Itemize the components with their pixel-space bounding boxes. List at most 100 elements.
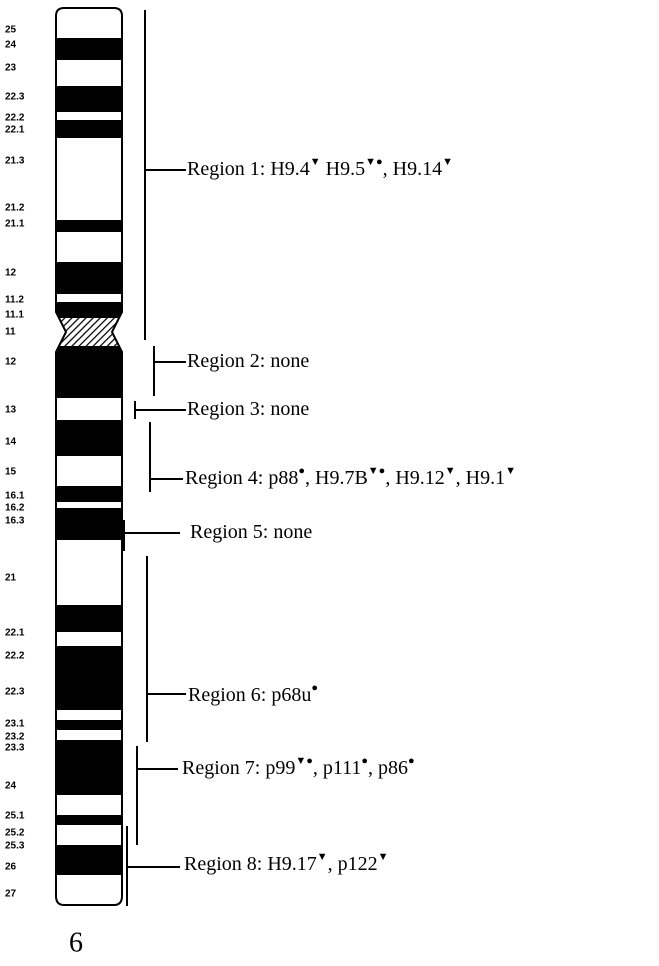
band — [56, 646, 122, 710]
region-text: , p111 — [313, 757, 362, 779]
band-label: 22.3 — [5, 687, 25, 698]
marker-symbol: ▼● — [295, 755, 313, 767]
marker-symbol: ▼ — [445, 465, 456, 477]
band — [56, 740, 122, 795]
marker-symbol: ▼ — [505, 465, 516, 477]
band-label: 25.3 — [5, 841, 25, 852]
band — [56, 845, 122, 875]
chromosome-bands — [56, 8, 122, 905]
marker-symbol: ● — [298, 465, 305, 477]
marker-symbol: ● — [361, 755, 368, 767]
band — [56, 262, 122, 294]
region-text: , p86 — [368, 757, 408, 779]
marker-symbol: ● — [311, 682, 318, 694]
band-label: 21.2 — [5, 203, 25, 214]
band-label: 11 — [5, 327, 16, 338]
region-text: Region 7: p99 — [182, 757, 295, 779]
marker-symbol: ▼● — [365, 156, 383, 168]
region-label: Region 5: none — [190, 521, 312, 543]
region-text: Region 4: p88 — [185, 467, 298, 489]
band — [56, 112, 122, 120]
marker-symbol: ▼ — [310, 156, 321, 168]
band — [56, 86, 122, 112]
band-label: 26 — [5, 862, 17, 873]
band-label: 22.3 — [5, 92, 25, 103]
band — [56, 710, 122, 720]
band — [56, 456, 122, 486]
band — [56, 730, 122, 740]
band-label: 24 — [5, 781, 17, 792]
band-label: 23 — [5, 63, 17, 74]
band — [56, 346, 122, 398]
band — [56, 605, 122, 632]
chromosome-number: 6 — [69, 927, 83, 958]
marker-symbol: ▼● — [368, 465, 386, 477]
band-label: 16.2 — [5, 503, 25, 514]
band-label: 16.3 — [5, 516, 25, 527]
region-text: Region 6: p68u — [188, 684, 311, 706]
band — [56, 502, 122, 508]
band-label: 23.1 — [5, 719, 25, 730]
region-label: Region 7: p99▼●, p111●, p86● — [182, 755, 415, 779]
region-text: , H9.7B — [305, 467, 368, 489]
band-label: 11.2 — [5, 295, 24, 306]
band — [56, 632, 122, 646]
region-text: Region 8: H9.17 — [184, 853, 317, 875]
band-label: 22.1 — [5, 125, 25, 136]
region-text: , H9.1 — [456, 467, 505, 489]
band — [56, 486, 122, 502]
region-label: Region 2: none — [187, 350, 309, 372]
band — [56, 875, 122, 905]
band-label: 25 — [5, 25, 17, 36]
band — [56, 420, 122, 456]
region-brackets — [123, 10, 186, 906]
band — [56, 815, 122, 825]
band-label: 24 — [5, 40, 17, 51]
band-label: 23.2 — [5, 732, 25, 743]
band-label: 15 — [5, 467, 17, 478]
region-label: Region 3: none — [187, 398, 309, 420]
band — [56, 540, 122, 605]
region-text: H9.5 — [321, 158, 365, 180]
region-text: , H9.14 — [383, 158, 442, 180]
band — [56, 398, 122, 420]
band — [56, 232, 122, 262]
band-label: 13 — [5, 405, 17, 416]
band — [56, 38, 122, 60]
region-text: Region 1: H9.4 — [187, 158, 310, 180]
region-text: Region 2: none — [187, 350, 309, 372]
band — [56, 138, 122, 220]
band-label: 23.3 — [5, 743, 25, 754]
marker-symbol: ● — [408, 755, 415, 767]
marker-symbol: ▼ — [442, 156, 453, 168]
marker-symbol: ▼ — [378, 851, 389, 863]
band-label: 11.1 — [5, 310, 24, 321]
band-label: 25.1 — [5, 811, 25, 822]
region-label: Region 1: H9.4▼ H9.5▼●, H9.14▼ — [187, 156, 453, 180]
band-label: 21.3 — [5, 156, 25, 167]
band-label: 25.2 — [5, 828, 25, 839]
band — [56, 220, 122, 232]
band-label: 22.1 — [5, 628, 25, 639]
band — [56, 60, 122, 86]
marker-symbol: ▼ — [317, 851, 328, 863]
region-text: Region 3: none — [187, 398, 309, 420]
band-label: 22.2 — [5, 113, 25, 124]
band — [56, 302, 122, 318]
band-label: 14 — [5, 437, 17, 448]
band — [56, 8, 122, 38]
band-label: 21.1 — [5, 219, 25, 230]
band — [56, 294, 122, 302]
band — [56, 720, 122, 730]
region-label: Region 6: p68u● — [188, 682, 318, 706]
region-text: Region 5: none — [190, 521, 312, 543]
chromosome-outline — [55, 7, 123, 906]
band-label: 12 — [5, 268, 17, 279]
band-label: 16.1 — [5, 491, 25, 502]
region-text: , H9.12 — [385, 467, 444, 489]
region-label: Region 4: p88●, H9.7B▼●, H9.12▼, H9.1▼ — [185, 465, 516, 489]
band-label: 21 — [5, 573, 17, 584]
band-label: 22.2 — [5, 651, 25, 662]
region-text: , p122 — [328, 853, 378, 875]
